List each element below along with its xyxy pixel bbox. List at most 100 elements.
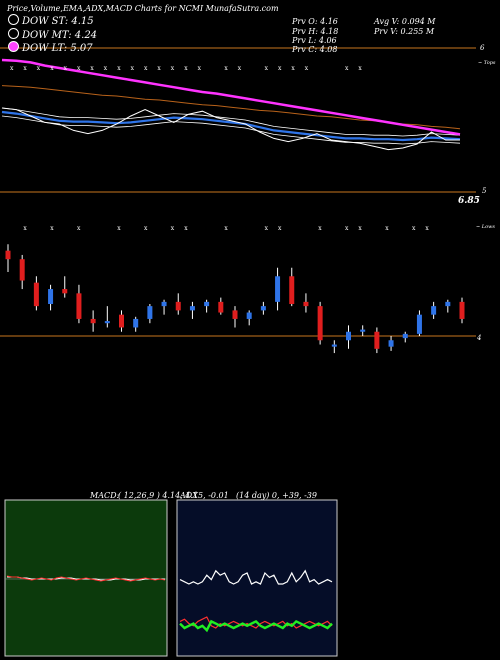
adx-title: ADX (180, 491, 198, 500)
candle-body (303, 301, 309, 307)
top-marker: x (171, 65, 175, 72)
bottom-marker: x (385, 225, 389, 232)
candle-body (48, 289, 54, 304)
top-marker: x (10, 65, 14, 72)
candle-body (76, 293, 82, 319)
candle-body (431, 306, 437, 315)
candle-body (19, 259, 25, 281)
top-marker: x (291, 65, 295, 72)
axis-label-4: 4 (477, 334, 482, 342)
top-marker: x (131, 65, 135, 72)
tops-note: ~ Tops (478, 60, 496, 66)
top-marker: x (144, 65, 148, 72)
macd-line (6, 575, 166, 582)
candle-body (459, 301, 465, 319)
candle-body (346, 331, 351, 341)
chart-title: Price,Volume,EMA,ADX,MACD Charts for NCM… (7, 4, 279, 13)
bottom-marker: x (224, 225, 228, 232)
legend-swatch-icon (8, 28, 19, 39)
candle-body (62, 289, 68, 294)
bottom-marker: x (278, 225, 282, 232)
candle-body (218, 301, 224, 313)
macd-signal-line (7, 576, 165, 581)
prev-close: Prv C: 4.08 (292, 45, 338, 54)
adx-line (179, 569, 333, 585)
adx-frame (176, 499, 338, 657)
candle-body (331, 344, 337, 347)
bottom-marker: x (412, 225, 416, 232)
top-marker: x (238, 65, 242, 72)
ema-band-upper (1, 107, 461, 137)
ema-long-line (1, 58, 461, 136)
candle-body (317, 306, 323, 341)
candle-body (445, 301, 451, 307)
top-marker: x (224, 65, 228, 72)
candle-body (374, 331, 380, 349)
axis-label-5: 5 (482, 187, 487, 195)
top-marker: x (345, 65, 349, 72)
candle-body (388, 340, 394, 347)
candle-body (133, 318, 139, 328)
price-badge: 6.85 (458, 196, 480, 206)
bottom-marker: x (425, 225, 429, 232)
top-marker: x (77, 65, 81, 72)
candle-body (289, 276, 295, 304)
top-marker: x (23, 65, 27, 72)
candle-body (104, 321, 110, 324)
plus-di-line (179, 619, 333, 633)
bottom-marker: x (171, 225, 175, 232)
candle-body (161, 301, 167, 307)
ema-short-line (1, 110, 461, 142)
top-marker: x (278, 65, 282, 72)
candle-body (175, 301, 181, 311)
lows-note: ~ Lows (476, 224, 495, 230)
top-marker: x (358, 65, 362, 72)
candle-body (33, 282, 39, 307)
top-marker: x (50, 65, 54, 72)
ema-band-lower (1, 115, 461, 145)
bottom-marker: x (23, 225, 27, 232)
top-marker: x (117, 65, 121, 72)
candle-body (5, 250, 11, 260)
top-marker: x (104, 65, 108, 72)
dow-st-label: DOW ST: 4.15 (22, 16, 94, 27)
candle-body (232, 310, 238, 319)
minus-di-line (179, 616, 333, 629)
prev-volume: Prv V: 0.255 M (374, 27, 435, 36)
macd-title: MACD: (90, 491, 120, 500)
price-line (1, 107, 460, 151)
top-marker: x (37, 65, 41, 72)
bottom-marker: x (117, 225, 121, 232)
legend-swatch-icon (8, 41, 19, 52)
dow-mt-label: DOW MT: 4.24 (22, 30, 98, 41)
candle-body (147, 306, 153, 319)
candlestick-panel (0, 244, 476, 354)
prev-high: Prv H: 4.18 (292, 27, 339, 36)
bottom-marker: x (184, 225, 188, 232)
bottom-marker: x (345, 225, 349, 232)
bottom-marker: x (358, 225, 362, 232)
macd-params: ( 12,26,9 ) 4.14, 4.15, -0.01 (118, 491, 229, 500)
prev-low: Prv L: 4.06 (292, 36, 337, 45)
candle-body (260, 306, 266, 311)
top-marker: x (305, 65, 309, 72)
candle-body (119, 314, 124, 328)
bottom-marker: x (50, 225, 54, 232)
dow-lt-label: DOW LT: 5.07 (22, 43, 93, 54)
top-marker: x (184, 65, 188, 72)
candle-body (275, 276, 281, 302)
candle-body (189, 306, 195, 311)
top-marker: x (64, 65, 68, 72)
avg-volume: Avg V: 0.094 M (374, 17, 436, 26)
candle-body (246, 312, 252, 319)
candle-body (90, 318, 96, 324)
axis-label-6: 6 (480, 44, 485, 52)
adx-params: (14 day) 0, +39, -39 (236, 491, 317, 500)
bottom-marker: x (144, 225, 148, 232)
macd-panel (4, 499, 168, 657)
top-marker: x (157, 65, 161, 72)
top-marker: x (198, 65, 202, 72)
candle-body (204, 301, 210, 307)
dow-lt-legend: DOW LT: 5.07 (8, 41, 93, 54)
